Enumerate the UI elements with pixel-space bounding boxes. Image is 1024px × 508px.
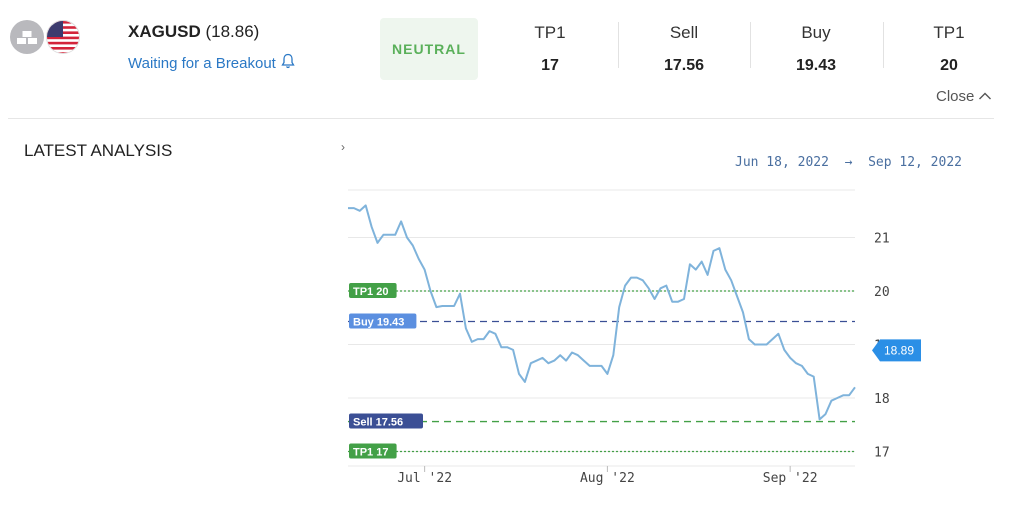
section-title: LATEST ANALYSIS bbox=[24, 141, 173, 160]
instrument-symbol: XAGUSD bbox=[128, 22, 201, 41]
level-value: 17.56 bbox=[663, 57, 705, 74]
divider bbox=[883, 22, 884, 68]
close-label: Close bbox=[936, 88, 975, 105]
x-tick-label: Sep '22 bbox=[763, 471, 818, 486]
current-price-marker bbox=[872, 339, 921, 362]
date-from: Jun 18, 2022 bbox=[735, 155, 829, 170]
divider bbox=[750, 22, 751, 68]
level-buy: Buy 19.43 bbox=[750, 18, 882, 82]
level-label-box bbox=[349, 283, 397, 298]
chevron-right-icon[interactable]: › bbox=[341, 140, 345, 154]
level-label-box bbox=[349, 443, 397, 459]
level-label: Sell bbox=[669, 23, 699, 42]
level-value: 20 bbox=[940, 57, 958, 74]
y-tick-label: 21 bbox=[874, 232, 890, 247]
instrument-price: (18.86) bbox=[205, 22, 260, 41]
x-tick-label: Aug '22 bbox=[580, 471, 635, 486]
date-to: Sep 12, 2022 bbox=[868, 155, 962, 170]
level-tp1-high: TP1 20 bbox=[883, 18, 1015, 82]
status-text: Waiting for a Breakout bbox=[128, 54, 276, 72]
sentiment-badge: NEUTRAL bbox=[380, 18, 478, 80]
close-button[interactable]: Close bbox=[936, 88, 992, 105]
bell-icon bbox=[281, 53, 295, 73]
level-label-box bbox=[349, 413, 423, 429]
header-divider bbox=[8, 118, 994, 119]
us-flag-icon bbox=[46, 20, 80, 54]
date-arrow: → bbox=[844, 155, 853, 170]
y-tick-label: 17 bbox=[874, 446, 890, 461]
level-value: 17 bbox=[541, 57, 559, 74]
current-price-label: 18.89 bbox=[884, 343, 914, 357]
instrument-icons bbox=[10, 18, 84, 56]
level-label: Sell 17.56 bbox=[353, 417, 403, 429]
level-label-box bbox=[349, 313, 417, 329]
level-label: TP1 17 bbox=[353, 447, 388, 459]
divider bbox=[618, 22, 619, 68]
silver-bars-icon bbox=[10, 20, 44, 54]
x-tick-label: Jul '22 bbox=[397, 471, 452, 486]
level-sell: Sell 17.56 bbox=[618, 18, 750, 82]
y-tick-label: 18 bbox=[874, 392, 890, 407]
instrument-title: XAGUSD (18.86) bbox=[128, 22, 259, 42]
level-label: Buy bbox=[801, 23, 831, 42]
level-label: Buy 19.43 bbox=[353, 316, 404, 328]
date-range: Jun 18, 2022 → Sep 12, 2022 bbox=[735, 155, 962, 170]
level-value: 19.43 bbox=[795, 57, 837, 74]
chevron-up-icon bbox=[978, 88, 992, 105]
y-tick-label: 20 bbox=[874, 285, 890, 300]
price-series-line bbox=[348, 204, 856, 421]
analysis-status[interactable]: Waiting for a Breakout bbox=[128, 53, 295, 73]
level-tp1-low: TP1 17 bbox=[484, 18, 616, 82]
level-label: TP1 bbox=[933, 23, 965, 42]
level-label: TP1 bbox=[534, 23, 566, 42]
level-label: TP1 20 bbox=[353, 286, 388, 298]
